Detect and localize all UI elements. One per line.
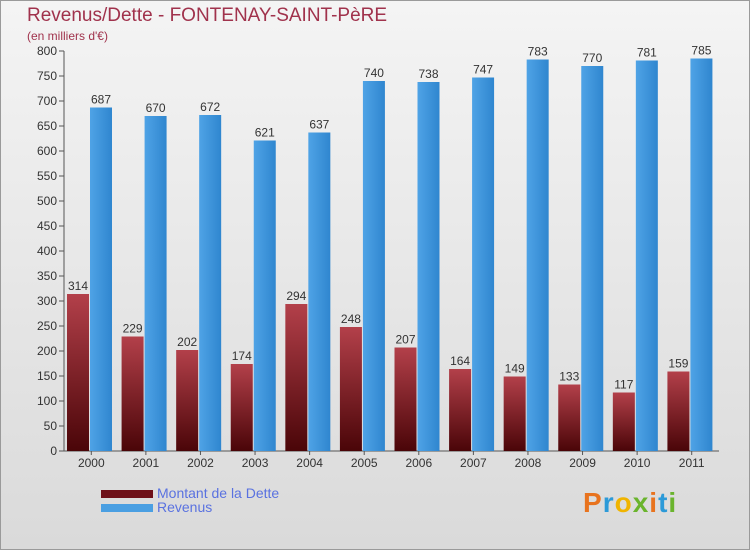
- data-label-dette: 294: [286, 289, 306, 303]
- logo-letter: r: [602, 487, 615, 518]
- data-label-dette: 117: [614, 378, 633, 392]
- data-label-dette: 207: [395, 333, 415, 347]
- data-label-revenus: 783: [528, 45, 548, 59]
- data-label-dette: 202: [177, 335, 197, 349]
- bar-dette: [176, 350, 199, 451]
- data-label-dette: 229: [123, 322, 143, 336]
- chart-title: Revenus/Dette - FONTENAY-SAINT-PèRE: [27, 5, 388, 26]
- y-tick-label: 650: [37, 119, 57, 133]
- data-label-revenus: 738: [418, 67, 438, 81]
- legend-swatch-debt: [101, 490, 153, 498]
- x-tick-label: 2003: [242, 456, 269, 470]
- data-label-revenus: 637: [309, 118, 329, 132]
- legend-label-debt: Montant de la Dette: [157, 485, 280, 501]
- bar-revenus: [690, 58, 713, 451]
- proxiti-logo: Proxiti: [583, 487, 677, 519]
- y-tick-label: 800: [37, 44, 57, 58]
- logo-letter: P: [583, 487, 603, 518]
- bar-revenus: [253, 140, 276, 451]
- axes: 0 50 100 150 200 250 300 350 400 450 500 550 600 650 7…: [37, 44, 719, 470]
- x-tick-label: 2006: [405, 456, 432, 470]
- x-tick-label: 2005: [351, 456, 378, 470]
- y-tick-label: 550: [37, 169, 57, 183]
- data-label-dette: 133: [559, 370, 579, 384]
- y-tick-label: 50: [44, 419, 58, 433]
- logo-letter: o: [614, 487, 633, 518]
- x-tick-label: 2001: [133, 456, 160, 470]
- bar-dette: [67, 294, 89, 451]
- y-tick-label: 500: [37, 194, 57, 208]
- y-tick-label: 100: [37, 394, 57, 408]
- y-tick-label: 150: [37, 369, 57, 383]
- data-label-dette: 248: [341, 312, 361, 326]
- data-label-revenus: 747: [473, 63, 493, 77]
- data-label-revenus: 785: [691, 44, 711, 58]
- y-tick-label: 750: [37, 69, 57, 83]
- bar-revenus: [526, 59, 549, 451]
- bar-revenus: [581, 66, 604, 451]
- logo-letter: i: [668, 487, 678, 518]
- bar-revenus: [90, 107, 112, 451]
- data-labels-group: 314 687 229 670 202 672 174 621 294 637 248 740 207 7…: [68, 44, 712, 392]
- bar-dette: [394, 347, 417, 451]
- data-label-dette: 164: [450, 354, 470, 368]
- bar-revenus: [417, 82, 440, 451]
- x-tick-label: 2004: [296, 456, 323, 470]
- legend-swatch-revenus: [101, 504, 153, 512]
- x-tick-label: 2010: [624, 456, 651, 470]
- y-tick-label: 0: [50, 444, 57, 458]
- x-tick-label: 2009: [569, 456, 596, 470]
- legend-label-revenus: Revenus: [157, 499, 213, 515]
- y-tick-label: 700: [37, 94, 57, 108]
- x-tick-label: 2011: [679, 456, 705, 470]
- y-tick-label: 350: [37, 269, 57, 283]
- logo-letter: x: [632, 487, 650, 518]
- bar-revenus: [472, 77, 495, 451]
- logo-letter: t: [658, 487, 669, 518]
- y-tick-label: 600: [37, 144, 57, 158]
- x-tick-label: 2008: [515, 456, 542, 470]
- bar-revenus: [144, 116, 167, 451]
- bar-dette: [230, 364, 253, 451]
- data-label-revenus: 781: [637, 46, 657, 60]
- bar-revenus: [362, 81, 385, 451]
- data-label-dette: 159: [668, 357, 688, 371]
- bar-dette: [285, 304, 308, 451]
- x-tick-label: 2002: [187, 456, 214, 470]
- bar-dette: [667, 371, 690, 451]
- y-tick-label: 250: [37, 319, 57, 333]
- data-label-revenus: 687: [91, 93, 111, 107]
- bar-dette: [121, 336, 144, 451]
- bar-dette: [339, 327, 362, 451]
- chart-subtitle: (en milliers d'€): [27, 29, 108, 43]
- x-tick-label: 2007: [460, 456, 487, 470]
- data-label-revenus: 770: [582, 51, 602, 65]
- data-label-dette: 149: [505, 362, 525, 376]
- data-label-revenus: 672: [200, 100, 220, 114]
- y-tick-label: 450: [37, 219, 57, 233]
- bar-revenus: [308, 132, 331, 451]
- bar-revenus: [199, 115, 222, 451]
- data-label-dette: 314: [68, 279, 88, 293]
- data-label-revenus: 621: [255, 126, 275, 140]
- y-tick-label: 400: [37, 244, 57, 258]
- bars-group: [67, 58, 713, 451]
- data-label-revenus: 670: [146, 101, 166, 115]
- logo-letter: i: [649, 487, 659, 518]
- bar-revenus: [635, 60, 658, 451]
- x-tick-label: 2000: [78, 456, 105, 470]
- y-tick-label: 300: [37, 294, 57, 308]
- bar-dette: [612, 392, 635, 451]
- data-label-revenus: 740: [364, 66, 384, 80]
- bar-dette: [558, 384, 581, 451]
- y-tick-label: 200: [37, 344, 57, 358]
- bar-dette: [503, 376, 526, 451]
- data-label-dette: 174: [232, 349, 252, 363]
- bar-dette: [449, 369, 472, 451]
